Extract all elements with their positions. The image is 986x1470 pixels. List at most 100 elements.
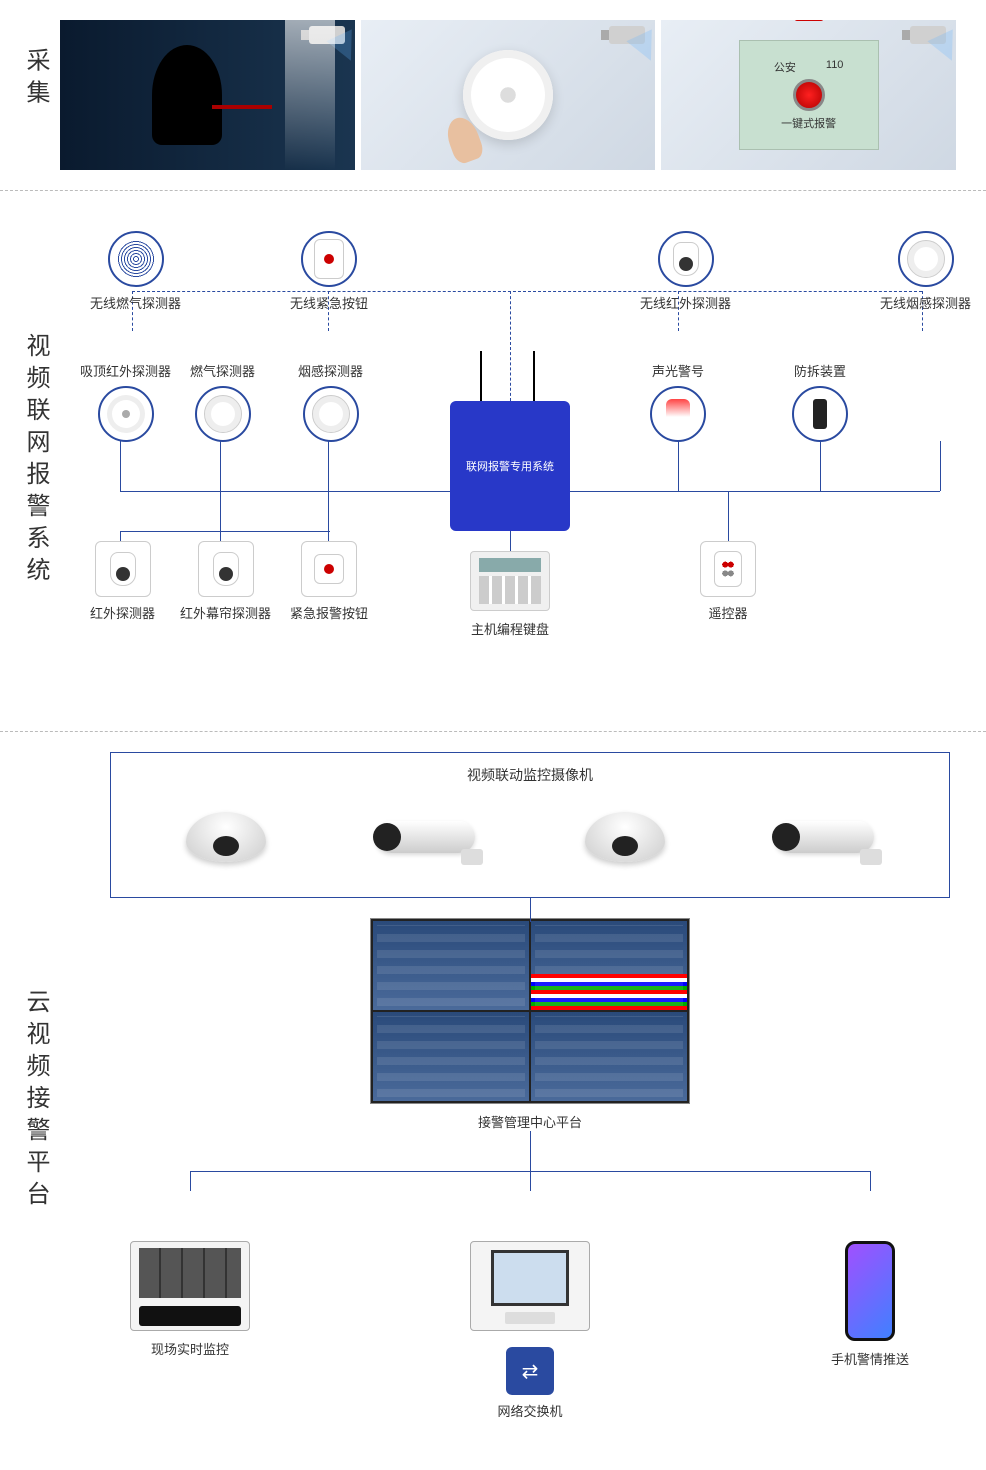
monitor-pane (373, 1012, 529, 1101)
smoke-detector-icon (303, 386, 359, 442)
emergency-button-icon (301, 541, 357, 597)
panel-intrusion (60, 20, 355, 170)
connector-line (940, 441, 941, 491)
emergency-button-icon (301, 231, 357, 287)
connector-line (728, 491, 729, 541)
smoke-detector-icon (463, 50, 553, 140)
node-smoke: 烟感探测器 (298, 361, 363, 448)
node-keypad: 主机编程键盘 (470, 619, 550, 638)
bottom-row: 现场实时监控 ⇄ 网络交换机 手机警情推送 (110, 1241, 950, 1420)
node-label: 无线红外探测器 (640, 293, 731, 312)
smartphone-icon (845, 1241, 895, 1341)
node-label: 吸顶红外探测器 (80, 361, 171, 380)
node-wireless-emergency: 无线紧急按钮 (290, 231, 368, 312)
gas-detector-icon (108, 231, 164, 287)
node-siren: 声光警号 (650, 361, 706, 448)
camera-row (131, 797, 929, 877)
alarm-btn-text: 一键式报警 (781, 115, 836, 131)
camera-icon (609, 26, 645, 44)
connector-line (190, 1171, 191, 1191)
s1-panels: 公安 110 一键式报警 (60, 20, 986, 170)
connector-line (530, 1171, 531, 1191)
connector-line (132, 291, 922, 292)
node-wireless-gas: 无线燃气探测器 (90, 231, 181, 312)
section2-title: 视频联网报警系统 (18, 333, 53, 589)
alarm-host: 联网报警专用系统 (450, 401, 570, 531)
host-label: 联网报警专用系统 (458, 454, 562, 478)
node-label: 主机编程键盘 (470, 619, 550, 638)
curtain-pir-icon (198, 541, 254, 597)
connector-line (120, 441, 121, 491)
monitor-panel (370, 918, 690, 1104)
node-label: 红外幕帘探测器 (180, 603, 271, 622)
tamper-device-icon (792, 386, 848, 442)
pc-icon (470, 1241, 590, 1331)
camera-frame-title: 视频联动监控摄像机 (131, 765, 929, 785)
gas-detector-icon (195, 386, 251, 442)
s2-diagram: 无线燃气探测器 无线紧急按钮 无线红外探测器 无线烟感探测器 吸顶红外探测器 (80, 231, 980, 681)
network-switch-icon: ⇄ (506, 1347, 554, 1395)
connector-line (328, 441, 329, 531)
node-label: 紧急报警按钮 (290, 603, 368, 622)
s3-diagram: 视频联动监控摄像机 接警管理中心平台 (80, 752, 980, 1450)
node-gas: 燃气探测器 (190, 361, 255, 448)
node-wireless-pir: 无线红外探测器 (640, 231, 731, 312)
pir-detector-icon (658, 231, 714, 287)
connector-line (530, 897, 531, 922)
col-pc: ⇄ 网络交换机 (450, 1241, 610, 1420)
section-cloud-platform: 云视频接警平台 视频联动监控摄像机 接警管理中心平台 (0, 732, 986, 1470)
monitor-pane (373, 921, 529, 1010)
node-label: 燃气探测器 (190, 361, 255, 380)
nvr-monitor-icon (130, 1241, 250, 1331)
dome-camera-icon (186, 812, 266, 862)
siren-icon (650, 386, 706, 442)
ceiling-pir-icon (98, 386, 154, 442)
connector-line (510, 531, 511, 551)
pir-detector-icon (95, 541, 151, 597)
node-remote: 遥控器 (700, 541, 756, 622)
connector-line (870, 1171, 871, 1191)
node-curtain-pir: 红外幕帘探测器 (180, 541, 271, 622)
siren-icon (794, 20, 824, 21)
node-label: 遥控器 (700, 603, 756, 622)
alarm-left-text: 公安 (774, 59, 796, 75)
panel-smoke (361, 20, 656, 170)
bullet-camera-icon (375, 821, 475, 853)
node-pir: 红外探测器 (90, 541, 155, 622)
node-label: 无线烟感探测器 (880, 293, 971, 312)
connector-line (678, 441, 679, 491)
col-phone: 手机警情推送 (790, 1241, 950, 1420)
alarm-button-icon (793, 79, 825, 111)
panel-alarm-button: 公安 110 一键式报警 (661, 20, 956, 170)
smoke-detector-icon (898, 231, 954, 287)
camera-icon (910, 26, 946, 44)
remote-control-icon (700, 541, 756, 597)
camera-frame: 视频联动监控摄像机 (110, 752, 950, 898)
section-frontend-capture: 前端事件采集 公安 110 一键式报警 (0, 0, 986, 190)
alarm-right-text: 110 (826, 59, 844, 75)
door-light (285, 20, 335, 170)
node-label: 烟感探测器 (298, 361, 363, 380)
connector-line (530, 1131, 531, 1171)
device-label: 手机警情推送 (790, 1349, 950, 1368)
section-alarm-system: 视频联网报警系统 无线燃气探测器 无线紧急按钮 无线红外探测器 无线烟感探测器 (0, 191, 986, 731)
node-wireless-smoke: 无线烟感探测器 (880, 231, 971, 312)
node-label: 无线紧急按钮 (290, 293, 368, 312)
alarm-box: 公安 110 一键式报警 (739, 40, 879, 150)
keypad-icon (470, 551, 550, 611)
node-label: 无线燃气探测器 (90, 293, 181, 312)
connector-line (220, 441, 221, 531)
node-label: 红外探测器 (90, 603, 155, 622)
node-emergency-btn: 紧急报警按钮 (290, 541, 368, 622)
intruder-icon (152, 45, 222, 145)
connector-line (820, 441, 821, 491)
section3-title: 云视频接警平台 (18, 989, 53, 1213)
col-nvr: 现场实时监控 (110, 1241, 270, 1420)
node-label: 声光警号 (650, 361, 706, 380)
node-ceiling-pir: 吸顶红外探测器 (80, 361, 171, 448)
node-tamper: 防拆装置 (792, 361, 848, 448)
node-label: 防拆装置 (792, 361, 848, 380)
connector-line (120, 531, 330, 532)
bullet-camera-icon (774, 821, 874, 853)
dome-camera-icon (585, 812, 665, 862)
